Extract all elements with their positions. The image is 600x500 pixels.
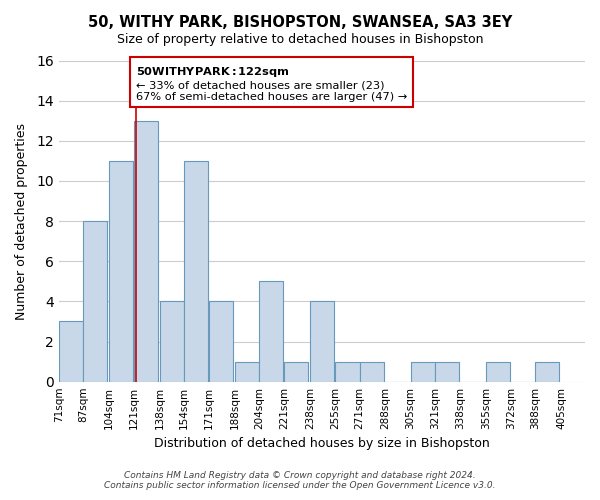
Bar bbox=[410, 362, 434, 382]
Text: Size of property relative to detached houses in Bishopston: Size of property relative to detached ho… bbox=[117, 32, 483, 46]
Bar bbox=[486, 362, 510, 382]
Bar bbox=[59, 322, 83, 382]
X-axis label: Distribution of detached houses by size in Bishopston: Distribution of detached houses by size … bbox=[154, 437, 490, 450]
Y-axis label: Number of detached properties: Number of detached properties bbox=[15, 122, 28, 320]
Bar bbox=[160, 302, 184, 382]
Bar bbox=[134, 120, 158, 382]
Bar bbox=[109, 161, 133, 382]
Text: 50, WITHY PARK, BISHOPSTON, SWANSEA, SA3 3EY: 50, WITHY PARK, BISHOPSTON, SWANSEA, SA3… bbox=[88, 15, 512, 30]
Bar bbox=[259, 282, 283, 382]
Bar bbox=[434, 362, 459, 382]
Bar bbox=[310, 302, 334, 382]
Bar bbox=[235, 362, 259, 382]
Bar bbox=[184, 161, 208, 382]
Bar bbox=[83, 221, 107, 382]
Bar bbox=[335, 362, 359, 382]
Text: Contains HM Land Registry data © Crown copyright and database right 2024.
Contai: Contains HM Land Registry data © Crown c… bbox=[104, 470, 496, 490]
Bar bbox=[535, 362, 559, 382]
Bar bbox=[284, 362, 308, 382]
Text: $\bf{50 WITHY PARK: 122sqm}$
← 33% of detached houses are smaller (23)
67% of se: $\bf{50 WITHY PARK: 122sqm}$ ← 33% of de… bbox=[136, 64, 407, 102]
Bar bbox=[209, 302, 233, 382]
Bar bbox=[359, 362, 383, 382]
